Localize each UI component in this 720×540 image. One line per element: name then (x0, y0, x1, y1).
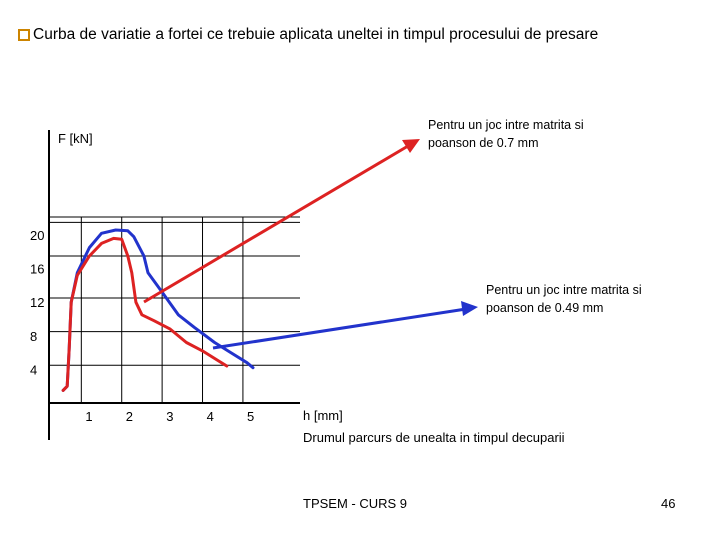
footer-course: TPSEM - CURS 9 (303, 496, 408, 511)
x-tick-label: 4 (207, 409, 214, 424)
checkbox-bullet-icon (18, 29, 30, 41)
blue-arrow-line (212, 307, 467, 350)
x-axis-description: Drumul parcurs de unealta in timpul decu… (303, 430, 565, 445)
slide-title: Curba de variatie a fortei ce trebuie ap… (18, 26, 598, 44)
x-tick-label: 5 (247, 409, 254, 424)
red-arrow-head (402, 139, 420, 153)
x-tick-label: 1 (85, 409, 92, 424)
blue-arrow-head (461, 301, 478, 316)
x-tick-label: 2 (126, 409, 133, 424)
red-curve-annotation: Pentru un joc intre matrita si poanson d… (428, 116, 584, 152)
blue-curve-annotation: Pentru un joc intre matrita si poanson d… (486, 281, 642, 317)
slide-title-text: Curba de variatie a fortei ce trebuie ap… (33, 26, 599, 43)
y-axis-label: F [kN] (58, 131, 93, 146)
blue-annotation-line-2: poanson de 0.49 mm (486, 301, 604, 315)
series-line-2 (61, 236, 229, 392)
y-tick-label: 16 (30, 262, 44, 277)
y-tick-label: 8 (30, 329, 37, 344)
y-tick-label: 12 (30, 295, 44, 310)
x-tick-label: 3 (166, 409, 173, 424)
red-annotation-line-1: Pentru un joc intre matrita si (428, 118, 584, 132)
y-tick-label: 4 (30, 362, 37, 377)
x-axis-label: h [mm] (303, 408, 343, 423)
red-arrow-line (143, 144, 409, 304)
blue-annotation-line-1: Pentru un joc intre matrita si (486, 283, 642, 297)
y-tick-label: 20 (30, 228, 44, 243)
footer-page-number: 46 (661, 496, 676, 511)
red-annotation-line-2: poanson de 0.7 mm (428, 136, 539, 150)
